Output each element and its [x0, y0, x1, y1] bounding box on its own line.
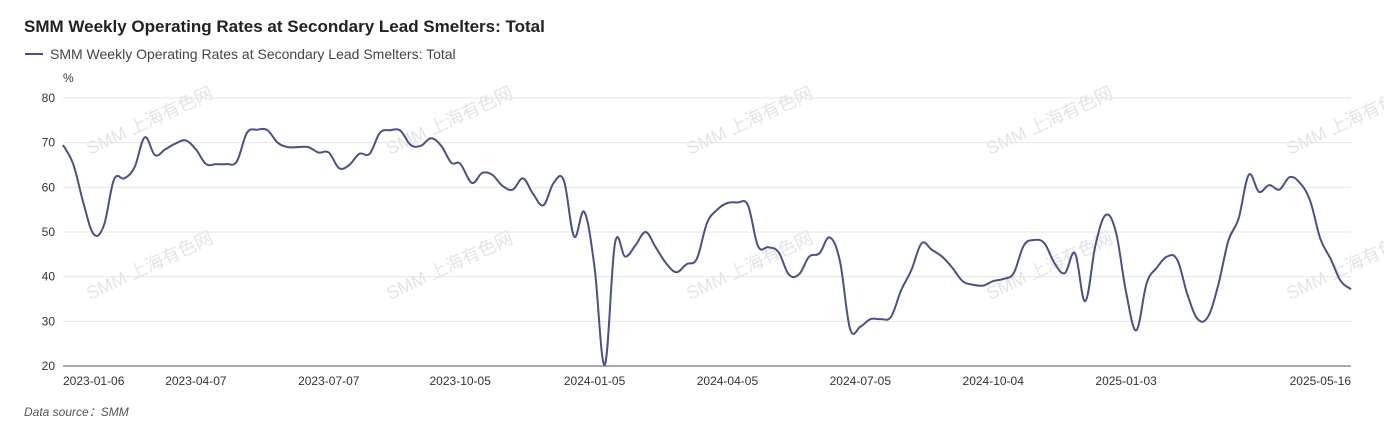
- x-tick-label: 2023-07-07: [298, 374, 360, 388]
- y-tick-label: 50: [42, 225, 56, 239]
- y-tick-label: 40: [42, 270, 56, 284]
- watermark-text: SMM 上海有色网: [983, 83, 1116, 159]
- y-tick-label: 80: [42, 91, 56, 105]
- legend-label: SMM Weekly Operating Rates at Secondary …: [50, 46, 456, 62]
- x-tick-label: 2025-05-16: [1290, 374, 1352, 388]
- x-tick-label: 2023-04-07: [165, 374, 227, 388]
- x-tick-label: 2023-01-06: [63, 374, 125, 388]
- series-line[interactable]: [62, 127, 1352, 366]
- x-tick-label: 2023-10-05: [430, 374, 492, 388]
- watermark-text: SMM 上海有色网: [83, 228, 216, 304]
- x-tick-label: 2024-07-05: [830, 374, 892, 388]
- watermark-layer: SMM 上海有色网 SMM 上海有色网 SMM 上海有色网 SMM 上海有色网 SMM …: [83, 83, 1384, 304]
- y-axis-unit: %: [63, 71, 74, 85]
- watermark-text: SMM 上海有色网: [83, 83, 216, 159]
- watermark-text: SMM 上海有色网: [1283, 83, 1384, 159]
- data-source-note: Data source：SMM: [24, 405, 129, 419]
- x-tick-label: 2024-01-05: [564, 374, 626, 388]
- watermark-text: SMM 上海有色网: [683, 83, 816, 159]
- x-axis-ticks: 2023-01-06 2023-04-07 2023-07-07 2023-10-05…: [63, 374, 1351, 388]
- x-tick-label: 2024-04-05: [697, 374, 759, 388]
- gridlines: [63, 97, 1351, 322]
- y-tick-label: 30: [42, 314, 56, 328]
- watermark-text: SMM 上海有色网: [383, 83, 516, 159]
- y-axis-ticks: 20 30 40 50 60 70 80: [42, 91, 56, 373]
- y-tick-label: 20: [42, 359, 56, 373]
- y-tick-label: 70: [42, 136, 56, 150]
- watermark-text: SMM 上海有色网: [383, 228, 516, 304]
- chart-title: SMM Weekly Operating Rates at Secondary …: [24, 17, 545, 36]
- x-tick-label: 2024-10-04: [963, 374, 1025, 388]
- x-tick-label: 2025-01-03: [1095, 374, 1157, 388]
- legend[interactable]: SMM Weekly Operating Rates at Secondary …: [25, 46, 456, 62]
- y-tick-label: 60: [42, 180, 56, 194]
- legend-swatch: [25, 53, 43, 55]
